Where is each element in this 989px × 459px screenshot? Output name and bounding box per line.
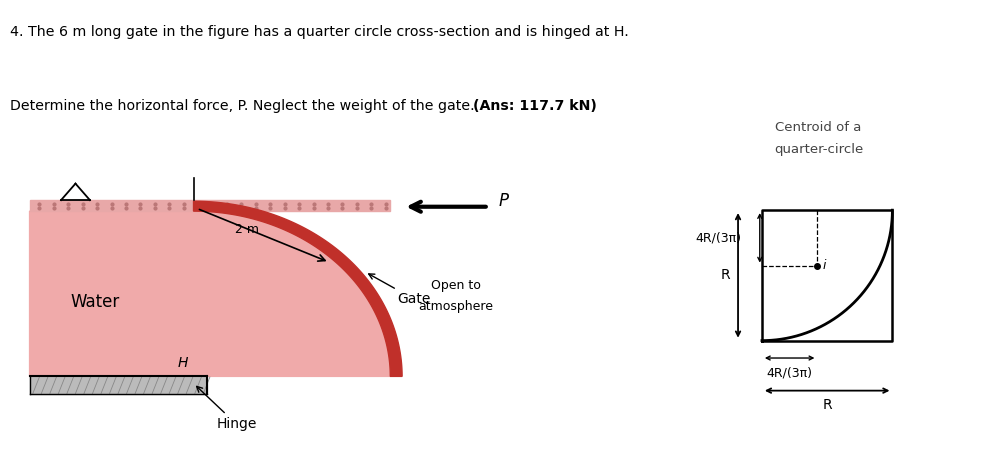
Polygon shape	[30, 200, 391, 211]
Text: R: R	[721, 269, 731, 282]
Text: Determine the horizontal force, P. Neglect the weight of the gate.: Determine the horizontal force, P. Negle…	[10, 99, 479, 113]
Text: Gate: Gate	[369, 274, 431, 306]
Text: atmosphere: atmosphere	[418, 300, 494, 313]
Polygon shape	[30, 211, 391, 376]
Text: 4R/(3π): 4R/(3π)	[695, 231, 742, 244]
Text: (Ans: 117.7 kN): (Ans: 117.7 kN)	[473, 99, 597, 113]
Text: 4R/(3π): 4R/(3π)	[766, 367, 813, 380]
Polygon shape	[194, 201, 403, 376]
Text: H: H	[178, 356, 188, 370]
Text: Open to: Open to	[431, 279, 481, 292]
Text: Hinge: Hinge	[197, 386, 257, 431]
Text: quarter-circle: quarter-circle	[773, 143, 863, 156]
Polygon shape	[30, 376, 207, 394]
Text: Water: Water	[70, 293, 120, 311]
Text: 2 m: 2 m	[234, 224, 259, 236]
Text: P: P	[498, 192, 508, 210]
Text: Centroid of a: Centroid of a	[775, 121, 861, 134]
Text: 4. The 6 m long gate in the figure has a quarter circle cross-section and is hin: 4. The 6 m long gate in the figure has a…	[10, 25, 629, 39]
Text: i: i	[823, 259, 826, 272]
Text: R: R	[823, 397, 832, 412]
